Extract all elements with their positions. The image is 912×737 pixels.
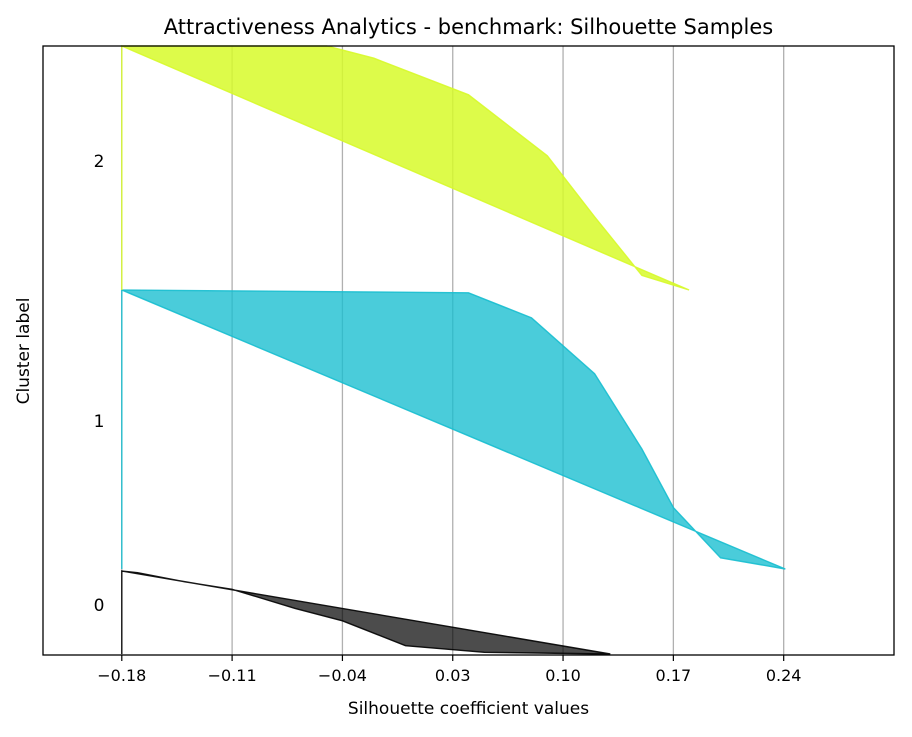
y-axis-label: Cluster label xyxy=(14,298,34,405)
x-tick-label: −0.11 xyxy=(208,666,257,685)
x-tick-label: 0.24 xyxy=(766,666,802,685)
x-tick-label: 0.17 xyxy=(656,666,692,685)
x-tick-label: −0.04 xyxy=(318,666,367,685)
cluster-areas: 0 1 2 xyxy=(94,44,786,655)
x-tick-label: 0.03 xyxy=(435,666,471,685)
x-tick-label: −0.18 xyxy=(97,666,146,685)
cluster-label-1: 1 xyxy=(94,412,105,432)
cluster-0-silhouette-area xyxy=(121,570,611,655)
cluster-2-silhouette-area xyxy=(121,44,690,291)
cluster-label-0: 0 xyxy=(94,596,105,616)
x-axis-label: Silhouette coefficient values xyxy=(348,699,589,719)
cluster-label-2: 2 xyxy=(94,152,105,172)
axis-ticks: −0.18 −0.11 −0.04 0.03 0.10 0.17 0.24 xyxy=(97,655,801,685)
plot-frame xyxy=(42,45,895,656)
chart-title: Attractiveness Analytics - benchmark: Si… xyxy=(164,15,773,39)
x-tick-label: 0.10 xyxy=(545,666,581,685)
cluster-1-silhouette-area xyxy=(121,288,786,570)
